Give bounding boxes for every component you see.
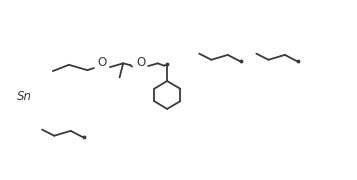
- Text: O: O: [97, 56, 106, 69]
- Text: Sn: Sn: [17, 90, 32, 103]
- Text: O: O: [136, 56, 146, 69]
